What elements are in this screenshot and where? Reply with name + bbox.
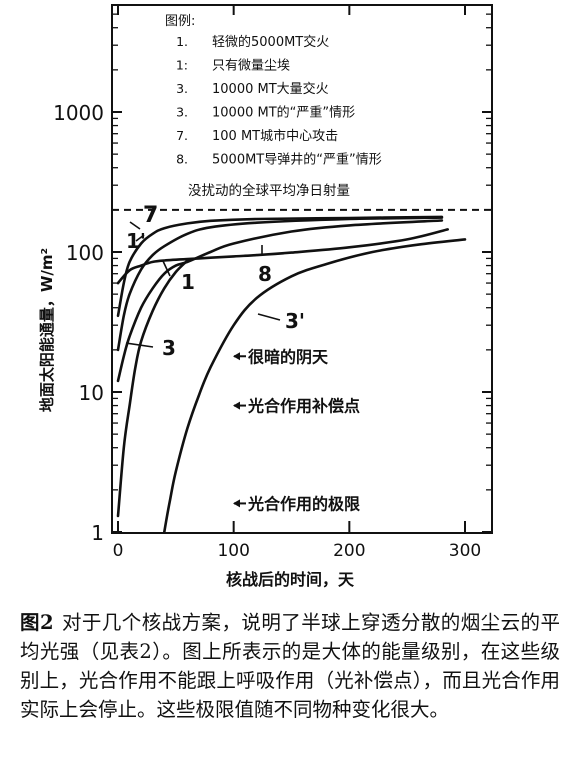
reference-line-label: 没扰动的全球平均净日射量	[188, 182, 350, 199]
legend-item-key: 3.	[176, 105, 188, 120]
series-label: 1	[181, 270, 195, 294]
series-line	[163, 238, 467, 534]
threshold-arrowhead	[233, 352, 240, 361]
x-tick-label: 200	[333, 541, 365, 561]
threshold-arrowhead	[233, 401, 240, 410]
threshold-label: 很暗的阴天	[248, 347, 329, 366]
legend-item-text: 10000 MT大量交火	[212, 81, 329, 97]
legend: 图例: 1. 轻微的5000MT交火 1: 只有微量尘埃 3. 10000 MT大量交火 3…	[165, 14, 382, 199]
legend-item-text: 10000 MT的“严重”情形	[212, 105, 355, 121]
solar-flux-chart: 1 10 100 1000 0 100 200 300 71' 1 8 3 3' 很暗的阴天光合作用…	[38, 4, 493, 589]
threshold-label: 光合作用补偿点	[247, 397, 360, 416]
legend-item-text: 只有微量尘埃	[212, 59, 290, 74]
legend-item-key: 3.	[176, 81, 188, 96]
series-leader	[162, 260, 171, 277]
plot-frame	[111, 4, 493, 534]
series-label: 1'	[126, 229, 146, 253]
legend-item-text: 5000MT导弹井的“严重”情形	[212, 152, 382, 168]
x-tick-label: 100	[217, 541, 249, 561]
x-axis-label: 核战后的时间，天	[226, 570, 355, 589]
threshold-label: 光合作用的极限	[247, 494, 361, 513]
x-axis-ticks: 0 100 200 300	[113, 5, 481, 561]
figure-caption: 图2 对于几个核战方案，说明了半球上穿透分散的烟尘云的平均光强（见表2）。图上所表…	[20, 608, 560, 724]
legend-item-text: 100 MT城市中心攻击	[212, 128, 338, 144]
series-leader	[129, 221, 141, 230]
series-line	[116, 259, 189, 518]
y-tick-label: 100	[66, 241, 104, 265]
y-tick-label: 10	[79, 381, 104, 405]
legend-item-key: 1.	[176, 34, 188, 49]
y-tick-label: 1	[91, 521, 104, 545]
figure-label: 图2	[20, 611, 54, 634]
legend-item-key: 7.	[176, 128, 188, 143]
series-layer: 71' 1 8 3 3'	[116, 203, 467, 534]
y-tick-label: 1000	[53, 101, 104, 125]
legend-title: 图例:	[165, 14, 195, 29]
legend-item-key: 8.	[176, 152, 188, 167]
legend-item-key: 1:	[176, 58, 188, 73]
threshold-arrowhead	[233, 499, 240, 508]
legend-items: 1. 轻微的5000MT交火 1: 只有微量尘埃 3. 10000 MT大量交火 3. 100…	[176, 34, 382, 168]
y-axis-ticks: 1 10 100 1000	[53, 13, 492, 545]
series-leader	[125, 342, 154, 348]
series-line	[116, 216, 444, 352]
series-leader	[135, 234, 145, 242]
series-label: 8	[258, 262, 272, 286]
legend-item-text: 轻微的5000MT交火	[212, 34, 329, 50]
series-leader	[257, 313, 281, 321]
series-line	[116, 219, 444, 383]
series-label: 3	[162, 336, 176, 360]
caption-text: 对于几个核战方案，说明了半球上穿透分散的烟尘云的平均光强（见表2）。图上所表示的…	[20, 611, 560, 721]
x-tick-label: 0	[113, 541, 124, 561]
series-label: 3'	[285, 309, 305, 333]
series-line	[116, 215, 444, 318]
x-tick-label: 300	[449, 541, 481, 561]
y-axis-label: 地面太阳能通量，W/m²	[38, 248, 56, 412]
series-line	[116, 228, 449, 285]
series-label: 7	[143, 203, 158, 228]
